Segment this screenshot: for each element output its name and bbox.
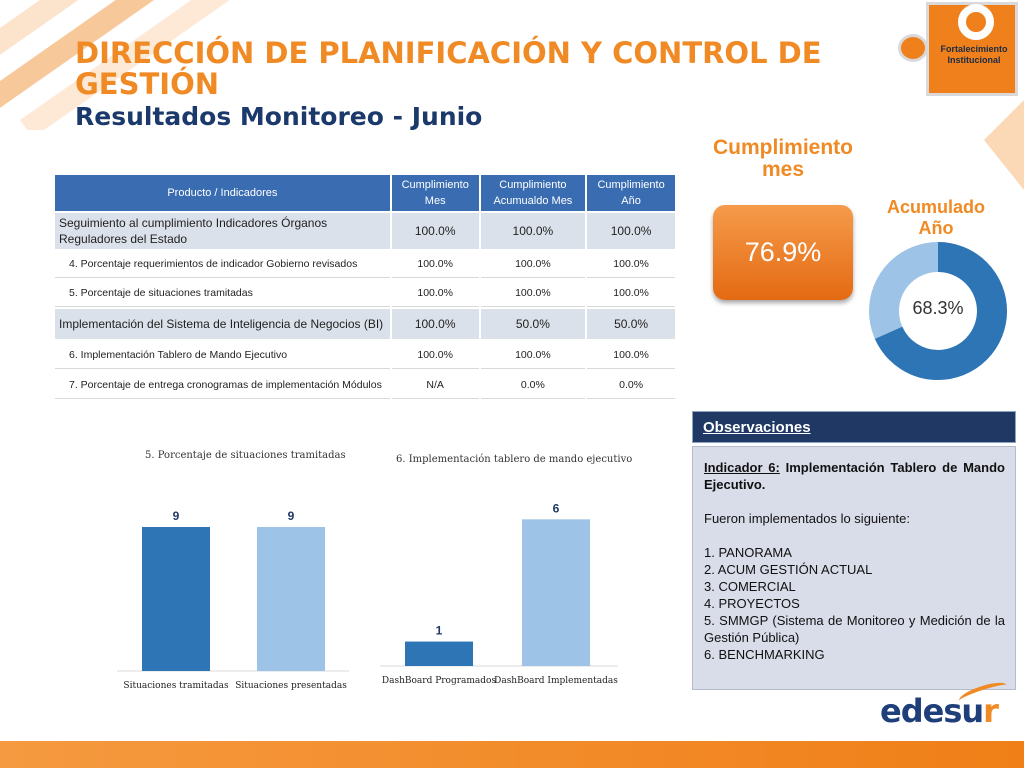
bar-value-label: 1 (436, 624, 443, 638)
list-item: 3. COMERCIAL (704, 579, 796, 594)
list-item: 6. BENCHMARKING (704, 647, 825, 662)
bar-value-label: 9 (173, 509, 180, 523)
table-row: 6. Implementación Tablero de Mando Ejecu… (55, 341, 675, 369)
observaciones-intro: Fueron implementados lo siguiente: (704, 511, 910, 526)
kpi-acumulado-value: 68.3% (912, 298, 964, 318)
list-item: 5. SMMGP (Sistema de Monitoreo y Medició… (704, 613, 1005, 645)
category-label: Situaciones presentadas (235, 681, 347, 691)
donut-filled-slice (869, 242, 1007, 380)
observaciones-indicador: Indicador 6: Implementación Tablero de M… (704, 460, 1005, 492)
bar-value-label: 9 (288, 509, 295, 523)
indicators-table: Producto / Indicadores Cumplimiento Mes … (53, 173, 677, 401)
list-item: 1. PANORAMA (704, 545, 792, 560)
observaciones-list: 1. PANORAMA 2. ACUM GESTIÓN ACTUAL 3. CO… (704, 544, 1005, 663)
bar (522, 519, 590, 666)
col-header-producto: Producto / Indicadores (55, 175, 390, 211)
table-header-row: Producto / Indicadores Cumplimiento Mes … (55, 175, 675, 211)
observaciones-panel: Indicador 6: Implementación Tablero de M… (692, 446, 1016, 690)
page-title: DIRECCIÓN DE PLANIFICACIÓN Y CONTROL DE … (75, 36, 822, 101)
kpi-mes-label: Cumplimiento mes (713, 136, 853, 181)
category-label: Situaciones tramitadas (123, 681, 229, 691)
kpi-mes-value: 76.9% (713, 205, 853, 300)
bar (142, 527, 210, 671)
category-label: DashBoard Programados (382, 676, 497, 686)
badge-label: Fortalecimiento Institucional (940, 44, 1008, 65)
category-label: DashBoard Implementadas (494, 676, 618, 686)
table-row: 7. Porcentaje de entrega cronogramas de … (55, 371, 675, 399)
chart-situaciones: 5. Porcentaje de situaciones tramitadas … (117, 448, 352, 698)
table-row: 5. Porcentaje de situaciones tramitadas … (55, 280, 675, 307)
col-header-anio: Cumplimiento Año (587, 175, 675, 211)
table-row: Implementación del Sistema de Inteligenc… (55, 309, 675, 339)
footer-bar (0, 741, 1024, 768)
bar (257, 527, 325, 671)
chart-title: 6. Implementación tablero de mando ejecu… (396, 454, 633, 465)
list-item: 4. PROYECTOS (704, 596, 800, 611)
acumulado-donut (869, 242, 1007, 380)
list-item: 2. ACUM GESTIÓN ACTUAL (704, 562, 873, 577)
puzzle-bump-icon (898, 34, 928, 62)
bar (405, 641, 473, 666)
page-subtitle: Resultados Monitoreo - Junio (75, 102, 483, 131)
donut-hole (900, 273, 976, 349)
bar-value-label: 6 (553, 501, 560, 515)
fortalecimiento-badge: Fortalecimiento Institucional (898, 0, 1020, 100)
edesur-logo: edesur (880, 692, 999, 730)
chart-tablero: 6. Implementación tablero de mando ejecu… (380, 452, 632, 692)
col-header-acumulado: Cumplimiento Acumualdo Mes (480, 175, 586, 211)
chart-title: 5. Porcentaje de situaciones tramitadas (145, 450, 346, 461)
table-row: Seguimiento al cumplimiento Indicadores … (55, 213, 675, 249)
corner-decoration-right (984, 100, 1024, 190)
kpi-acumulado-label: Acumulado Año (886, 197, 985, 238)
puzzle-ring-icon (958, 4, 994, 40)
col-header-mes: Cumplimiento Mes (391, 175, 479, 211)
table-row: 4. Porcentaje requerimientos de indicado… (55, 251, 675, 278)
observaciones-header: Observaciones (692, 411, 1016, 443)
